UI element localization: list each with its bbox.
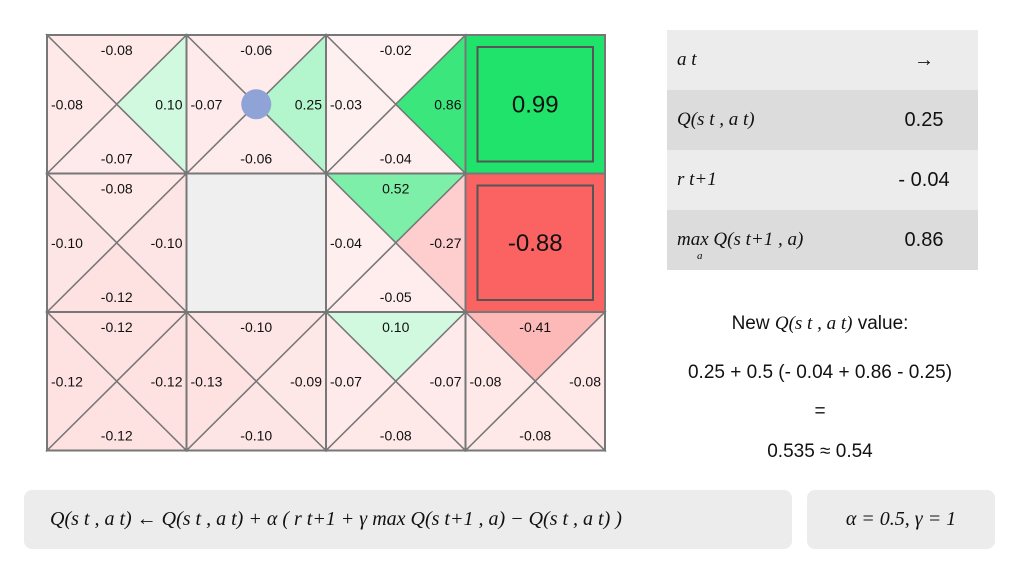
q-label-right-r2c3: -0.08	[569, 373, 601, 389]
max-q-label-text: max Q(s t+1 , a)	[677, 229, 804, 250]
q-label-left-r2c3: -0.08	[470, 373, 502, 389]
q-learning-formula: Q(s t , a t) ← Q(s t , a t) + α ( r t+1 …	[24, 490, 792, 549]
reward-row: r t+1 - 0.04	[667, 150, 978, 210]
q-label-down-r1c0: -0.12	[101, 289, 133, 305]
q-label-down-r0c2: -0.04	[380, 151, 412, 167]
terminal-frame-r1c3	[476, 184, 594, 301]
calc-result: 0.535 ≈ 0.54	[767, 441, 873, 462]
new-q-suffix: value:	[857, 313, 909, 334]
new-q-math: Q(s t , a t)	[774, 313, 853, 334]
cell-border-r2c3	[464, 311, 606, 452]
q-label-up-r0c1: -0.06	[240, 42, 272, 58]
q-label-right-r0c2: 0.86	[434, 96, 461, 112]
calc-equals: =	[814, 401, 826, 422]
q-row: Q(s t , a t) 0.25	[667, 90, 978, 150]
q-label-down-r2c3: -0.08	[519, 428, 551, 444]
max-q-label: max Q(s t+1 , a) a	[667, 210, 870, 270]
q-label-right-r1c0: -0.10	[151, 235, 183, 251]
q-label-left-r0c2: -0.03	[330, 96, 362, 112]
q-label-down-r2c0: -0.12	[101, 428, 133, 444]
agent-marker	[241, 89, 272, 120]
action-label: a t	[677, 49, 697, 70]
q-label-up-r2c3: -0.41	[519, 319, 551, 335]
q-label-down-r0c1: -0.06	[240, 151, 272, 167]
terminal-value-r1c3: -0.88	[508, 230, 563, 257]
hyperparameters: α = 0.5, γ = 1	[807, 490, 995, 549]
q-label-up-r1c0: -0.08	[101, 181, 133, 197]
q-label-left-r1c0: -0.10	[51, 235, 83, 251]
q-label-up-r2c2: 0.10	[382, 319, 409, 335]
q-label-right-r2c2: -0.07	[430, 373, 462, 389]
update-values-table: a t → Q(s t , a t) 0.25 r t+1 - 0.04 max…	[667, 30, 978, 270]
max-q-subscript: a	[697, 250, 703, 262]
max-q-row: max Q(s t+1 , a) a 0.86	[667, 210, 978, 270]
reward-label: r t+1	[677, 169, 717, 190]
q-label-right-r0c0: 0.10	[155, 96, 182, 112]
q-value-grid: -0.08 -0.07 -0.08 0.10 -0.06 -0.06 -0.07 0.25 -0…	[45, 33, 607, 453]
new-q-prefix: New	[731, 313, 770, 334]
q-label-right-r1c2: -0.27	[430, 235, 462, 251]
q-label-down-r0c0: -0.07	[101, 151, 133, 167]
terminal-cell-r1c3	[464, 172, 606, 313]
q-label-left-r0c0: -0.08	[51, 96, 83, 112]
q-label-left-r0c1: -0.07	[191, 96, 223, 112]
new-q-heading: New Q(s t , a t) value:	[620, 313, 1020, 335]
q-label-down-r1c2: -0.05	[380, 289, 412, 305]
action-value: →	[914, 48, 934, 71]
q-label-left-r2c1: -0.13	[191, 373, 223, 389]
q-label-down-r2c2: -0.08	[380, 428, 412, 444]
q-label-right-r2c1: -0.09	[290, 373, 322, 389]
reward-value: - 0.04	[898, 168, 950, 191]
terminal-cell-r0c3	[464, 34, 606, 175]
max-q-value: 0.86	[904, 228, 944, 251]
q-label-left-r1c2: -0.04	[330, 235, 362, 251]
q-value: 0.25	[904, 108, 944, 131]
wall-cell-r1c1	[185, 172, 327, 313]
calc-expression: 0.25 + 0.5 (- 0.04 + 0.86 - 0.25)	[687, 362, 953, 383]
q-label-left-r2c0: -0.12	[51, 373, 83, 389]
q-label-down-r2c1: -0.10	[240, 428, 272, 444]
q-label-right-r0c1: 0.25	[295, 96, 322, 112]
q-label: Q(s t , a t)	[677, 109, 755, 130]
q-label-left-r2c2: -0.07	[330, 373, 362, 389]
q-label-up-r2c0: -0.12	[101, 319, 133, 335]
action-row: a t →	[667, 30, 978, 90]
q-label-up-r0c0: -0.08	[101, 42, 133, 58]
q-label-up-r2c1: -0.10	[240, 319, 272, 335]
q-label-right-r2c0: -0.12	[151, 373, 183, 389]
q-label-up-r1c2: 0.52	[382, 181, 409, 197]
terminal-frame-r0c3	[476, 46, 594, 163]
q-label-up-r0c2: -0.02	[380, 42, 412, 58]
terminal-value-r0c3: 0.99	[512, 91, 559, 118]
